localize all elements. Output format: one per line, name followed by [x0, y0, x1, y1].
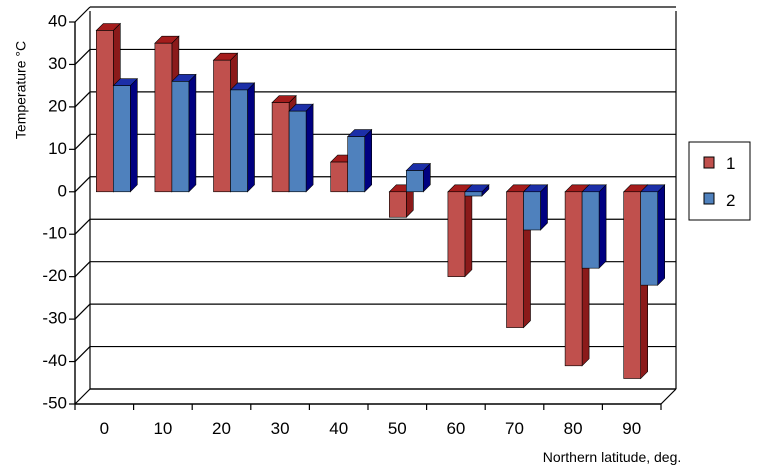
- y-tick-label: 10: [48, 139, 67, 158]
- axes: [69, 21, 662, 410]
- x-tick-label: 20: [212, 419, 231, 438]
- side-wall-diagonal: [74, 176, 91, 193]
- side-wall-diagonal: [74, 91, 91, 108]
- y-axis-title: Temperature °C: [13, 41, 29, 139]
- x-tick-label: 80: [564, 419, 583, 438]
- y-tick-label: -40: [42, 351, 67, 370]
- bar-front-face: [288, 110, 307, 193]
- x-tick-label: 50: [388, 419, 407, 438]
- side-wall-diagonal: [74, 6, 91, 23]
- bar-front-face: [447, 191, 466, 277]
- bar-front-face: [464, 191, 483, 197]
- bar-front-face: [581, 191, 600, 269]
- bar-series-2-70: [522, 184, 549, 231]
- bar-front-face: [330, 161, 349, 193]
- bar-front-face: [154, 42, 173, 193]
- bar-side-face: [657, 184, 666, 286]
- bar-series-2-0: [112, 77, 139, 193]
- bar-front-face: [271, 102, 290, 193]
- legend-label-1: 1: [726, 154, 735, 173]
- bar-side-face: [188, 73, 197, 193]
- bar-series-2-40: [346, 128, 373, 193]
- bar-front-face: [388, 191, 407, 218]
- bars: [95, 22, 666, 380]
- bar-series-2-30: [288, 103, 314, 193]
- side-wall-diagonal: [74, 303, 91, 320]
- bar-front-face: [96, 30, 114, 193]
- bar-series-2-90: [639, 184, 666, 286]
- bar-series-2-10: [171, 73, 197, 193]
- legend-swatch-2: [703, 192, 715, 205]
- plot-frame: [74, 6, 677, 405]
- x-tick-label: 10: [153, 419, 172, 438]
- side-wall-diagonal: [74, 261, 91, 278]
- bar-series-2-80: [581, 184, 607, 269]
- x-axis-title: Northern latitude, deg.: [543, 449, 682, 465]
- x-tick-label: 90: [622, 419, 641, 438]
- legend-swatch-1: [703, 156, 715, 169]
- legend-box: [688, 141, 751, 221]
- legend: 1 2: [688, 141, 751, 221]
- bar-front-face: [506, 191, 524, 328]
- bar-series-2-20: [229, 82, 256, 193]
- side-wall-diagonal: [74, 218, 91, 235]
- side-wall-diagonal: [74, 388, 91, 405]
- y-tick-label: 40: [48, 11, 67, 30]
- bar-front-face: [405, 170, 424, 193]
- bar-series-1-60: [447, 184, 473, 278]
- y-tick-label: 30: [48, 54, 67, 73]
- side-wall-diagonal: [74, 49, 91, 65]
- bar-front-face: [213, 59, 231, 193]
- bar-series-2-60: [464, 184, 490, 197]
- bar-front-face: [640, 191, 659, 286]
- bar-side-face: [364, 128, 373, 193]
- y-tick-label: -50: [42, 393, 67, 412]
- bar-front-face: [347, 136, 366, 193]
- bar-front-face: [171, 81, 190, 193]
- x-tick-label: 30: [271, 419, 290, 438]
- y-tick-label: -30: [42, 309, 67, 328]
- floor-right-edge: [660, 388, 677, 405]
- bar-side-face: [540, 184, 548, 231]
- bar-side-face: [247, 82, 255, 193]
- bar-front-face: [523, 191, 541, 231]
- bar-front-face: [564, 191, 583, 367]
- y-tick-label: -20: [42, 266, 67, 285]
- bar-front-face: [623, 191, 642, 379]
- y-tick-labels: 40 30 20 10 0 -10 -20 -30 -40 -50: [42, 11, 67, 412]
- side-wall-diagonal: [74, 346, 91, 362]
- bar-side-face: [598, 184, 607, 269]
- side-wall-diagonal: [74, 133, 91, 150]
- x-tick-labels: 0 10 20 30 40 50 60 70 80 90: [100, 419, 642, 438]
- y-tick-label: 0: [58, 181, 67, 200]
- legend-label-2: 2: [726, 191, 735, 210]
- bar-front-face: [230, 89, 248, 193]
- bar-series-2-50: [405, 162, 432, 193]
- x-tick-label: 60: [446, 419, 465, 438]
- y-tick-label: -10: [42, 224, 67, 243]
- x-tick-label: 40: [329, 419, 348, 438]
- bar-side-face: [305, 103, 314, 193]
- bar-side-face: [130, 77, 138, 193]
- bar-side-face: [464, 184, 473, 278]
- bar-front-face: [113, 85, 131, 193]
- x-tick-label: 0: [100, 419, 109, 438]
- x-tick-label: 70: [505, 419, 524, 438]
- y-tick-label: 20: [48, 96, 67, 115]
